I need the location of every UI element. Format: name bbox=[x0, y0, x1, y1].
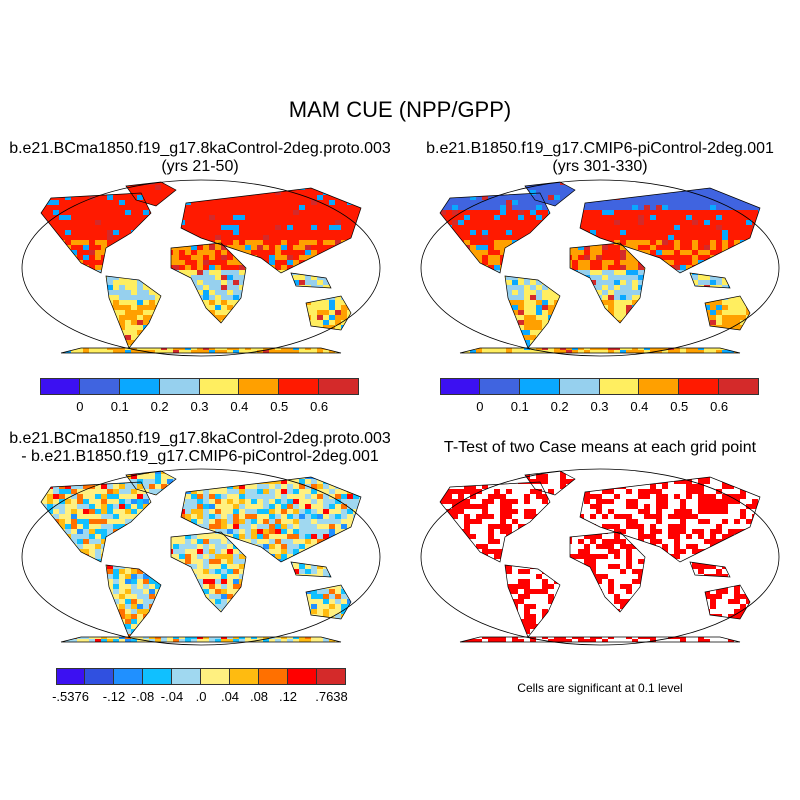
map-panel-4 bbox=[420, 468, 780, 646]
grid-cells bbox=[41, 182, 361, 353]
colorbar-box bbox=[114, 668, 143, 685]
panel-1-title: b.e21.BCma1850.f19_g17.8kaControl-2deg.p… bbox=[0, 140, 400, 176]
colorbar-box bbox=[519, 378, 560, 395]
coastlines bbox=[40, 470, 362, 643]
panel-3-title-line2: - b.e21.B1850.f19_g17.CMIP6-piControl-2d… bbox=[21, 448, 379, 465]
colorbar-box bbox=[199, 378, 240, 395]
colorbar-label: 0.3 bbox=[190, 399, 209, 414]
colorbar-box bbox=[143, 668, 172, 685]
colorbar-label: .08 bbox=[249, 689, 269, 704]
colorbar-label: 0.4 bbox=[230, 399, 249, 414]
grid-cells bbox=[41, 471, 361, 642]
colorbar-label: 0 bbox=[76, 399, 84, 414]
colorbar-box bbox=[119, 378, 160, 395]
panel-2-title-line1: b.e21.B1850.f19_g17.CMIP6-piControl-2deg… bbox=[426, 140, 774, 157]
colorbar-label: 0.1 bbox=[510, 399, 529, 414]
map-panel-2 bbox=[420, 179, 780, 357]
colorbar-box bbox=[719, 378, 759, 395]
colorbar-box bbox=[319, 378, 359, 395]
colorbar-box bbox=[440, 378, 480, 395]
colorbar-panel-2: 0 0.1 0.2 0.3 0.4 0.5 0.6 bbox=[440, 378, 759, 418]
colorbar-box bbox=[56, 668, 85, 685]
colorbar-label: .7638 bbox=[315, 689, 348, 704]
significance-note: Cells are significant at 0.1 level bbox=[517, 681, 683, 695]
colorbar-box bbox=[201, 668, 230, 685]
colorbar-box bbox=[639, 378, 680, 395]
map-panel-1 bbox=[21, 179, 381, 357]
colorbar-label: -.12 bbox=[102, 689, 126, 704]
colorbar-label: 0.6 bbox=[310, 399, 329, 414]
map-border bbox=[21, 468, 381, 646]
colorbar-label: 0.1 bbox=[110, 399, 129, 414]
panel-2-title-line2: (yrs 301-330) bbox=[552, 158, 648, 175]
colorbar-box bbox=[230, 668, 259, 685]
colorbar-panel-1: 0 0.1 0.2 0.3 0.4 0.5 0.6 bbox=[40, 378, 359, 418]
colorbar-label: .04 bbox=[220, 689, 240, 704]
colorbar-label: -.5376 bbox=[52, 689, 89, 704]
colorbar-label: 0.3 bbox=[590, 399, 609, 414]
colorbar-box bbox=[40, 378, 80, 395]
colorbar-box bbox=[479, 378, 520, 395]
map-border bbox=[21, 179, 381, 357]
panel-3-title-line1: b.e21.BCma1850.f19_g17.8kaControl-2deg.p… bbox=[9, 430, 391, 447]
colorbar-label: 0.2 bbox=[550, 399, 569, 414]
map-border bbox=[420, 468, 780, 646]
colorbar-label: 0.5 bbox=[270, 399, 289, 414]
grid-cells bbox=[440, 182, 760, 353]
panel-3-title: b.e21.BCma1850.f19_g17.8kaControl-2deg.p… bbox=[0, 430, 400, 466]
colorbar-panel-3: -.5376 -.12 -.08 -.04 .0 .04 .08 .12 .7638 bbox=[52, 668, 348, 708]
colorbar-box bbox=[85, 668, 114, 685]
colorbar-label: .0 bbox=[195, 689, 207, 704]
colorbar-box bbox=[79, 378, 120, 395]
colorbar-label: 0 bbox=[476, 399, 484, 414]
colorbar-box bbox=[279, 378, 320, 395]
panel-1-title-line2: (yrs 21-50) bbox=[161, 158, 239, 175]
main-title: MAM CUE (NPP/GPP) bbox=[288, 97, 512, 122]
colorbar-box bbox=[172, 668, 201, 685]
map-border bbox=[420, 179, 780, 357]
colorbar-label: 0.5 bbox=[670, 399, 689, 414]
colorbar-box bbox=[317, 668, 346, 685]
panel-4-title: T-Test of two Case means at each grid po… bbox=[443, 439, 757, 456]
coastlines bbox=[439, 470, 761, 643]
colorbar-label: -.04 bbox=[160, 689, 184, 704]
colorbar-label: 0.4 bbox=[630, 399, 649, 414]
colorbar-box bbox=[559, 378, 600, 395]
grid-cells bbox=[440, 471, 760, 642]
panel-1-title-line1: b.e21.BCma1850.f19_g17.8kaControl-2deg.p… bbox=[9, 140, 391, 157]
colorbar-box bbox=[239, 378, 280, 395]
colorbar-box bbox=[159, 378, 200, 395]
colorbar-label: -.08 bbox=[131, 689, 155, 704]
colorbar-box bbox=[679, 378, 720, 395]
colorbar-label: 0.6 bbox=[710, 399, 729, 414]
colorbar-label: 0.2 bbox=[150, 399, 169, 414]
map-panel-3 bbox=[21, 468, 381, 646]
colorbar-box bbox=[288, 668, 317, 685]
colorbar-box bbox=[599, 378, 640, 395]
colorbar-box bbox=[259, 668, 288, 685]
panel-2-title: b.e21.B1850.f19_g17.CMIP6-piControl-2deg… bbox=[400, 140, 800, 176]
colorbar-label: .12 bbox=[278, 689, 298, 704]
